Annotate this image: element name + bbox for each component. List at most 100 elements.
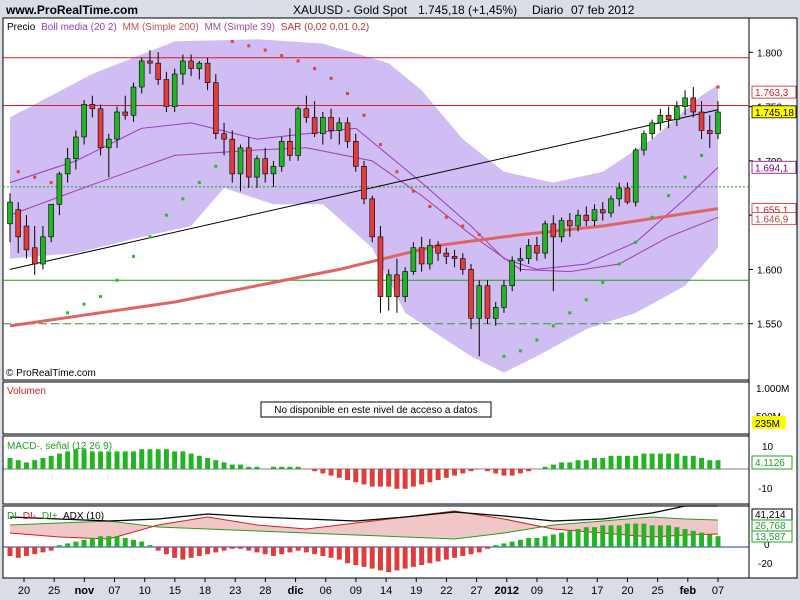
macd-bar	[40, 458, 46, 469]
sar-dot	[667, 194, 671, 198]
candle-body	[56, 173, 63, 205]
symbol-title: XAUUSD - Gold Spot	[293, 3, 408, 17]
x-tick-label: dic	[288, 585, 304, 597]
candle-body	[418, 247, 425, 265]
di-hist-bar	[542, 536, 548, 547]
macd-bar	[657, 453, 663, 469]
macd-bar	[89, 451, 95, 469]
candle-body	[7, 201, 13, 225]
di-hist-bar	[501, 543, 507, 547]
candle-body	[361, 165, 367, 200]
sar-dot	[551, 324, 555, 328]
di-hist-bar	[427, 547, 433, 564]
macd-bar	[196, 455, 202, 469]
di-hist-bar	[575, 529, 581, 547]
macd-bar	[419, 469, 425, 485]
candle-body	[295, 108, 301, 156]
sar-dot	[584, 298, 588, 302]
macd-bar	[65, 451, 71, 469]
candle-body	[64, 158, 71, 175]
macd-badge: 4,1126	[755, 458, 785, 469]
macd-bar	[567, 462, 573, 469]
macd-bar	[155, 449, 161, 469]
macd-bar	[690, 455, 696, 469]
x-tick-label: 10	[139, 585, 151, 597]
di-hist-bar	[419, 547, 425, 565]
candle-body	[517, 258, 524, 262]
x-tick-label: 06	[320, 585, 332, 597]
di-hist-bar	[147, 545, 153, 547]
di-hist-bar	[624, 523, 630, 547]
price-badge-bg	[751, 105, 797, 119]
candle-body	[484, 285, 491, 319]
macd-bar	[616, 455, 622, 469]
adx-badge-3: 13,587	[755, 532, 786, 543]
x-tick-label: 18	[199, 585, 211, 597]
macd-bar	[624, 455, 630, 469]
di-hist-bar	[287, 547, 293, 553]
di-hist-bar	[106, 536, 112, 547]
candle-body	[443, 252, 450, 257]
candle-body	[73, 136, 79, 159]
macd-bar	[73, 449, 79, 469]
x-tick-label: feb	[680, 585, 697, 597]
sar-dot	[148, 235, 152, 239]
candle-body	[303, 108, 310, 118]
macd-bar	[559, 462, 565, 469]
di-hist-bar	[690, 530, 696, 547]
candle-body	[311, 117, 318, 135]
macd-bar	[312, 469, 318, 472]
di-hist-bar	[550, 534, 556, 547]
x-tick-label: 15	[169, 585, 181, 597]
candle-body	[435, 245, 441, 254]
candle-body	[567, 220, 573, 227]
candle-body	[690, 97, 697, 113]
candle-body	[632, 149, 639, 203]
macd-panel[interactable]	[2, 435, 750, 505]
di-hist-bar	[657, 525, 663, 547]
x-tick-label: 27	[470, 585, 482, 597]
di-hist-bar	[188, 547, 194, 558]
macd-bar	[526, 469, 532, 472]
sar-dot	[329, 76, 333, 80]
di-hist-bar	[221, 547, 227, 551]
candle-body	[385, 274, 392, 297]
macd-bar	[509, 469, 515, 476]
candle-body	[180, 60, 186, 75]
di-hist-bar	[649, 525, 655, 547]
site-title[interactable]: www.ProRealTime.com	[5, 3, 138, 17]
macd-bar	[707, 460, 713, 469]
candle-body	[81, 104, 87, 138]
di-hist-bar	[707, 534, 713, 547]
candle-body	[575, 214, 581, 227]
adx-badge-2: 26,768	[755, 521, 786, 532]
sar-dot	[16, 170, 20, 174]
di-hist-bar	[254, 547, 260, 553]
candle-body	[583, 214, 590, 221]
sar-dot	[230, 39, 234, 43]
di-hist-bar	[476, 547, 482, 553]
x-tick-label: 25	[48, 585, 60, 597]
x-tick-label: 17	[591, 585, 603, 597]
candle-body	[476, 285, 483, 319]
volume-label: Volumen	[7, 386, 46, 397]
price-legend: Precio Boll media (20 2) MM (Simple 200)…	[7, 22, 369, 33]
candle-body	[48, 203, 54, 238]
di-hist-bar	[443, 547, 449, 560]
sar-dot	[461, 224, 465, 228]
candle-body	[542, 223, 548, 254]
di-hist-bar	[262, 547, 268, 555]
di-hist-bar	[608, 525, 614, 547]
di-hist-bar	[699, 532, 705, 547]
di-hist-bar	[320, 547, 326, 556]
price-badge: 1.745,18	[755, 108, 794, 119]
macd-bar	[328, 469, 334, 476]
volume-message-box	[260, 401, 492, 418]
sar-dot	[683, 175, 687, 179]
candle-body	[377, 236, 384, 297]
di-hist-bar	[682, 529, 688, 547]
sar-dot	[428, 204, 432, 208]
di-hist-bar	[270, 547, 276, 556]
macd-bar	[649, 453, 655, 469]
